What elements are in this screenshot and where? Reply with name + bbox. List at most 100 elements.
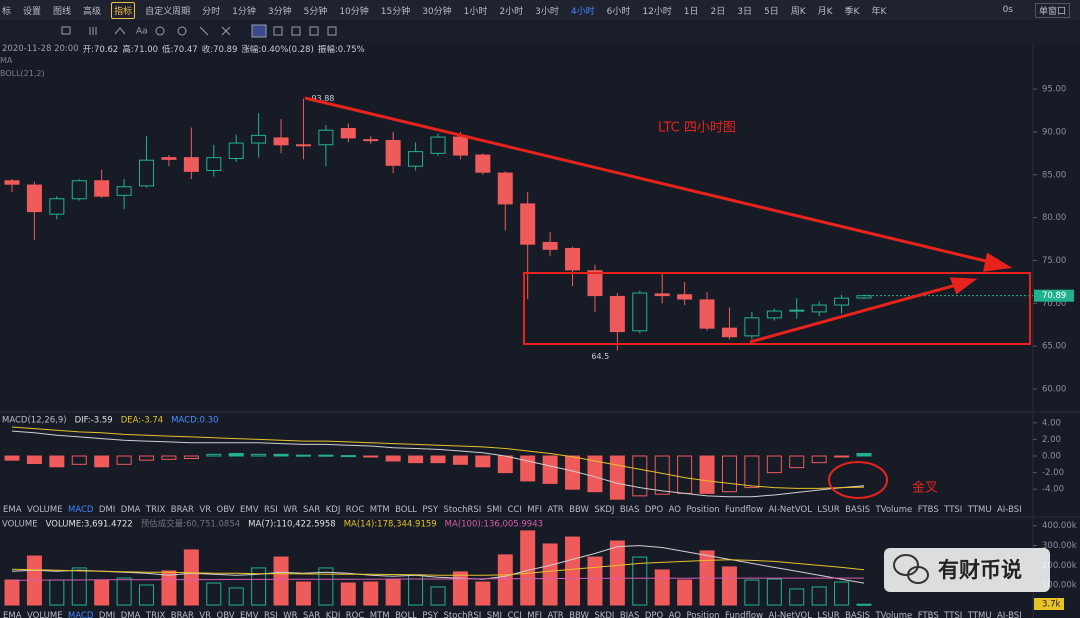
period-button[interactable]: 高级 <box>83 6 102 17</box>
indicator-tab[interactable]: ROC <box>345 505 365 515</box>
indicator-tab[interactable]: MTM <box>369 505 390 515</box>
indicator-tab[interactable]: BRAR <box>170 611 194 618</box>
indicator-tab[interactable]: BBW <box>569 505 589 515</box>
indicator-tab[interactable]: BASIS <box>845 505 871 515</box>
indicator-tab[interactable]: DMI <box>98 611 116 618</box>
indicator-tab[interactable]: DMA <box>120 611 141 618</box>
indicator-tab[interactable]: AI-BSI <box>996 505 1022 515</box>
period-button[interactable]: 周K <box>790 6 806 17</box>
period-button[interactable]: 5分钟 <box>303 6 328 17</box>
indicator-tab[interactable]: BIAS <box>619 505 640 515</box>
indicator-tab[interactable]: Position <box>686 611 720 618</box>
period-button[interactable]: 2小时 <box>499 6 524 17</box>
indicator-tab[interactable]: PSY <box>422 505 439 515</box>
indicator-tab[interactable]: SAR <box>302 505 321 515</box>
indicator-tab[interactable]: WR <box>283 611 298 618</box>
indicator-tab[interactable]: WR <box>283 505 298 515</box>
indicator-tab[interactable]: CCI <box>507 611 522 618</box>
indicator-tab[interactable]: EMA <box>3 505 22 515</box>
indicator-tab[interactable]: EMV <box>240 505 259 515</box>
indicator-tab[interactable]: DPO <box>644 611 664 618</box>
indicator-tab[interactable]: ROC <box>345 611 365 618</box>
indicator-tab[interactable]: BIAS <box>619 611 640 618</box>
indicator-tab[interactable]: ATR <box>547 505 564 515</box>
indicator-tab[interactable]: TTMU <box>967 611 992 618</box>
indicator-tab[interactable]: FTBS <box>917 505 939 515</box>
period-button[interactable]: 年K <box>871 6 887 17</box>
indicator-tab[interactable]: AI-NetVOL <box>768 505 812 515</box>
indicator-tab[interactable]: VR <box>199 611 212 618</box>
indicator-tab[interactable]: VOLUME <box>26 505 63 515</box>
period-button[interactable]: 6小时 <box>606 6 631 17</box>
indicator-tab[interactable]: RSI <box>263 505 278 515</box>
indicator-tab[interactable]: KDJ <box>325 505 341 515</box>
indicator-tab[interactable]: EMV <box>240 611 259 618</box>
indicator-tab[interactable]: SKDJ <box>594 611 615 618</box>
indicator-tab[interactable]: TRIX <box>145 611 166 618</box>
indicator-tab[interactable]: MACD <box>68 611 94 618</box>
period-button[interactable]: 图线 <box>53 6 72 17</box>
period-button[interactable]: 月K <box>817 6 833 17</box>
indicator-tab[interactable]: Fundflow <box>724 611 764 618</box>
period-button[interactable]: 指标 <box>111 1 136 19</box>
indicator-tab[interactable]: TVolume <box>875 505 913 515</box>
period-button[interactable]: 5日 <box>764 6 779 17</box>
indicator-tab[interactable]: StochRSI <box>443 611 482 618</box>
period-button[interactable]: 30分钟 <box>422 6 452 17</box>
indicator-tab[interactable]: ATR <box>547 611 564 618</box>
indicator-tab[interactable]: LSUR <box>817 505 840 515</box>
period-button[interactable]: 3日 <box>737 6 752 17</box>
period-button[interactable]: 设置 <box>23 6 42 17</box>
indicator-tab[interactable]: Fundflow <box>724 505 764 515</box>
indicator-tab[interactable]: AI-BSI <box>996 611 1022 618</box>
toolbar-button[interactable]: 0s <box>1002 5 1013 15</box>
indicator-tab[interactable]: Position <box>686 505 720 515</box>
indicator-tab[interactable]: SMI <box>486 611 503 618</box>
indicator-tab[interactable]: LSUR <box>817 611 840 618</box>
indicator-tab[interactable]: TVolume <box>875 611 913 618</box>
indicator-tab[interactable]: SAR <box>302 611 321 618</box>
period-button[interactable]: 1小时 <box>463 6 488 17</box>
indicator-tab[interactable]: BASIS <box>845 611 871 618</box>
period-button[interactable]: 12小时 <box>642 6 672 17</box>
period-button[interactable]: 4小时 <box>570 6 595 17</box>
indicator-tab[interactable]: TTMU <box>967 505 992 515</box>
indicator-tab[interactable]: StochRSI <box>443 505 482 515</box>
indicator-tab[interactable]: PSY <box>422 611 439 618</box>
period-button[interactable]: 季K <box>844 6 860 17</box>
indicator-tab[interactable]: BOLL <box>395 505 417 515</box>
indicator-tab[interactable]: CCI <box>507 505 522 515</box>
indicator-tab[interactable]: SMI <box>486 505 503 515</box>
indicator-tab[interactable]: SKDJ <box>594 505 615 515</box>
indicator-tab[interactable]: DMI <box>98 505 116 515</box>
period-button[interactable]: 3分钟 <box>267 6 292 17</box>
period-button[interactable]: 10分钟 <box>339 6 369 17</box>
indicator-tab[interactable]: AO <box>668 505 681 515</box>
indicator-tab[interactable]: DMA <box>120 505 141 515</box>
period-button[interactable]: 3小时 <box>535 6 559 17</box>
indicator-tab[interactable]: TTSI <box>944 505 963 515</box>
indicator-tab[interactable]: AO <box>668 611 681 618</box>
toolbar-button[interactable]: 单窗口 <box>1034 2 1070 18</box>
period-button[interactable]: 1分钟 <box>232 6 256 17</box>
indicator-tab[interactable]: RSI <box>263 611 278 618</box>
indicator-tab[interactable]: MACD <box>68 505 94 515</box>
indicator-tab[interactable]: MFI <box>527 505 543 515</box>
indicator-tab[interactable]: TRIX <box>145 505 166 515</box>
period-button[interactable]: 自定义周期 <box>145 6 191 17</box>
indicator-tab[interactable]: BOLL <box>395 611 417 618</box>
indicator-tab[interactable]: BBW <box>569 611 589 618</box>
indicator-tab[interactable]: AI-NetVOL <box>768 611 812 618</box>
period-button[interactable]: 分时 <box>202 6 221 17</box>
indicator-tab[interactable]: OBV <box>216 505 235 515</box>
indicator-tab[interactable]: VR <box>199 505 212 515</box>
period-button[interactable]: 标 <box>2 6 12 17</box>
indicator-tab[interactable]: KDJ <box>325 611 341 618</box>
indicator-tab[interactable]: TTSI <box>944 611 963 618</box>
indicator-tab[interactable]: MTM <box>369 611 390 618</box>
indicator-tab[interactable]: VOLUME <box>26 611 63 618</box>
indicator-tab[interactable]: EMA <box>3 611 22 618</box>
period-button[interactable]: 15分钟 <box>380 6 411 17</box>
period-button[interactable]: 2日 <box>710 6 726 17</box>
period-button[interactable]: 1日 <box>683 6 699 17</box>
